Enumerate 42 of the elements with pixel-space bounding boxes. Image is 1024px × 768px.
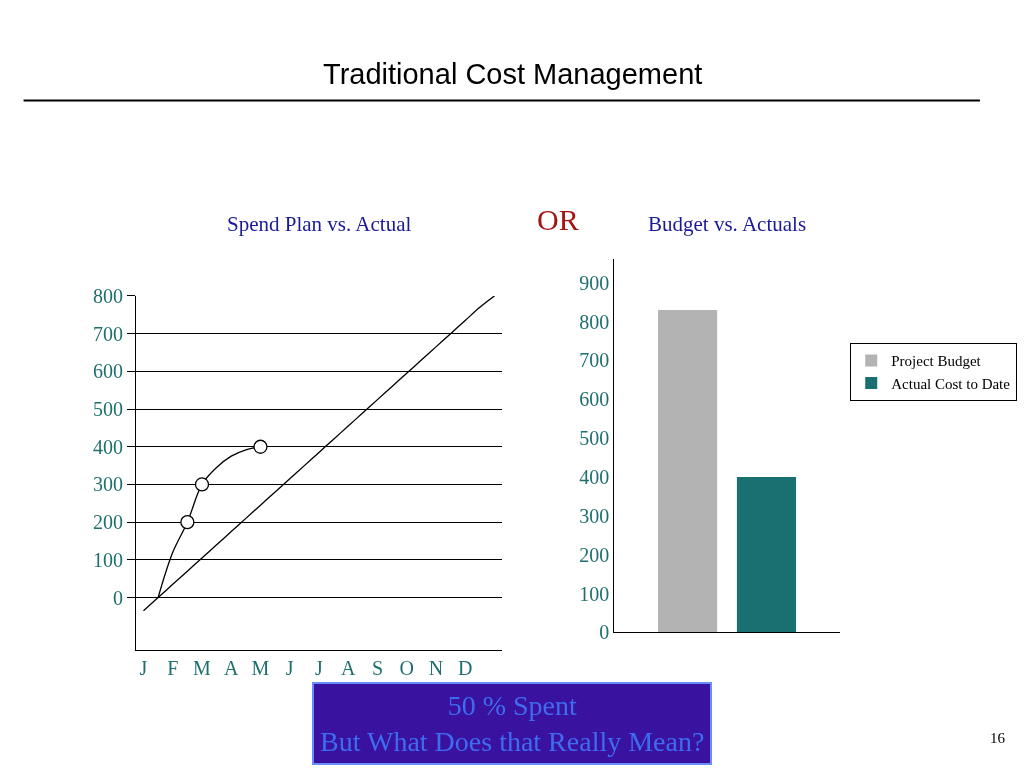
x-tick-label: A bbox=[341, 657, 356, 680]
y-tick-label: 900 bbox=[579, 271, 610, 294]
y-tick-label: 800 bbox=[93, 284, 124, 307]
y-tick-label: 100 bbox=[93, 548, 124, 571]
x-tick-label: O bbox=[399, 657, 414, 680]
x-tick-label: M bbox=[193, 657, 212, 680]
point bbox=[253, 439, 268, 454]
y-tick-label: 100 bbox=[579, 582, 610, 605]
y-tick-label: 800 bbox=[579, 310, 610, 333]
point bbox=[194, 477, 210, 492]
y-tick-label: 500 bbox=[93, 398, 124, 421]
legend-label: Actual Cost to Date bbox=[891, 375, 1011, 392]
x-tick-label: D bbox=[457, 657, 473, 680]
x-tick-label: A bbox=[224, 657, 240, 680]
y-tick-label: 600 bbox=[579, 388, 610, 411]
text: OR bbox=[537, 203, 579, 236]
chart-title: Spend Plan vs. Actual bbox=[227, 212, 412, 236]
legend-label: Project Budget bbox=[891, 353, 982, 370]
y-tick-label: 600 bbox=[93, 360, 124, 383]
y-tick-label: 700 bbox=[579, 349, 610, 372]
x-tick-label: S bbox=[371, 657, 384, 680]
x-tick-label: J bbox=[139, 657, 148, 680]
text: 16 bbox=[990, 730, 1006, 746]
y-tick-label: 0 bbox=[113, 586, 124, 609]
y-tick-label: 0 bbox=[599, 621, 610, 644]
y-tick-label: 300 bbox=[579, 504, 610, 527]
y-tick-label: 400 bbox=[93, 435, 124, 458]
x-tick-label: M bbox=[251, 657, 270, 680]
y-tick-label: 400 bbox=[579, 466, 610, 488]
text: Traditional Cost Management bbox=[323, 58, 703, 90]
point bbox=[180, 515, 195, 530]
y-tick-label: 300 bbox=[93, 473, 124, 496]
x-tick-label: N bbox=[428, 657, 444, 680]
text: 50 % Spent But What Does that Really Mean? bbox=[320, 690, 705, 758]
x-tick-label: J bbox=[285, 657, 294, 680]
x-tick-label: F bbox=[167, 657, 179, 680]
y-tick-label: 200 bbox=[93, 511, 124, 534]
y-tick-label: 200 bbox=[579, 543, 610, 566]
chart-title: Budget vs. Actuals bbox=[648, 212, 807, 236]
y-tick-label: 700 bbox=[93, 322, 124, 345]
x-tick-label: J bbox=[315, 657, 324, 680]
y-tick-label: 500 bbox=[579, 427, 610, 450]
